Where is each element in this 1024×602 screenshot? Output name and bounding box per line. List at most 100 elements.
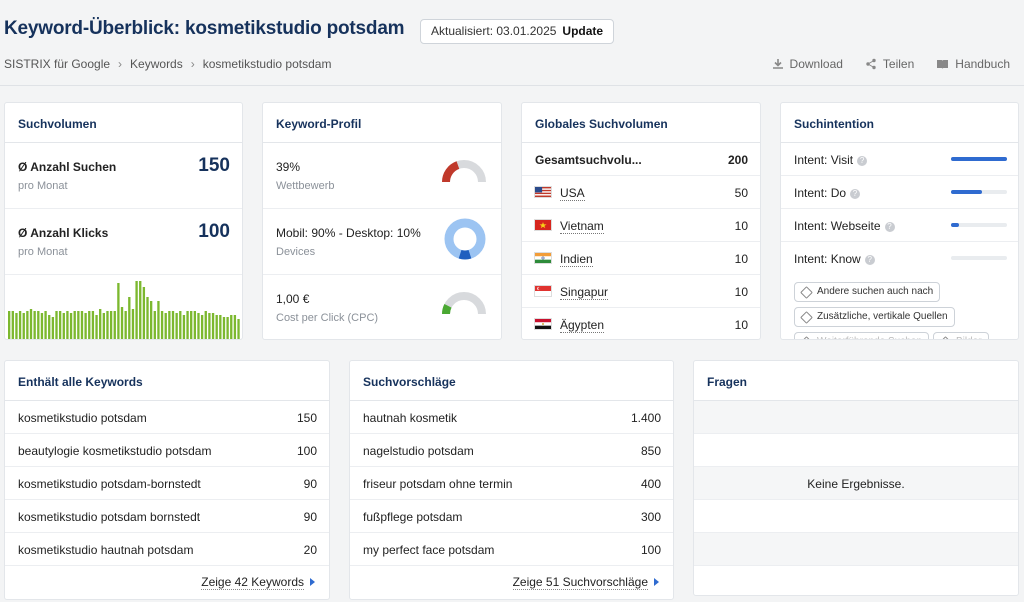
usa-flag-icon <box>534 186 552 198</box>
suggestions-card: Suchvorschläge hautnah kosmetik 1.400 nag… <box>349 360 674 600</box>
empty-row: Keine Ergebnisse. <box>694 467 1018 500</box>
country-row[interactable]: Vietnam 10 <box>522 209 760 242</box>
intent-label-text: Intent: Visit <box>794 153 854 167</box>
history-bar <box>171 311 175 339</box>
search-volume-card: Suchvolumen Ø Anzahl Suchen pro Monat 15… <box>4 102 243 340</box>
header-actions: Download Teilen Handbuch <box>772 57 1010 71</box>
suggestion-row[interactable]: friseur potsdam ohne termin 400 <box>350 467 673 500</box>
country-name: Vietnam <box>560 219 604 234</box>
no-results-text: Keine Ergebnisse. <box>807 477 905 491</box>
country-value: 10 <box>734 219 748 233</box>
share-button[interactable]: Teilen <box>865 57 914 71</box>
intent-label-text: Intent: Webseite <box>794 219 881 233</box>
competition-gauge-fill <box>442 161 460 183</box>
clicks-value: 100 <box>198 221 230 242</box>
history-bar <box>208 313 211 339</box>
help-icon[interactable]: ? <box>857 155 868 166</box>
history-bar <box>84 313 87 339</box>
help-icon[interactable]: ? <box>884 221 895 232</box>
keyword-row[interactable]: kosmetikstudio potsdam 150 <box>5 401 329 434</box>
keyword-row[interactable]: kosmetikstudio potsdam bornstedt 90 <box>5 500 329 533</box>
keyword-text: kosmetikstudio hautnah potsdam <box>18 543 194 557</box>
vietnam-flag-icon <box>534 219 552 231</box>
suggestion-row[interactable]: hautnah kosmetik 1.400 <box>350 401 673 434</box>
arrow-right-icon <box>654 578 659 586</box>
download-label: Download <box>789 57 843 71</box>
keyword-volume: 90 <box>303 510 317 524</box>
history-bar <box>109 311 113 339</box>
download-button[interactable]: Download <box>772 57 843 71</box>
cpc-value: 1,00 € <box>276 292 310 306</box>
competition-label: Wettbewerb <box>276 180 335 192</box>
history-bar <box>219 315 222 339</box>
show-more-suggestions-link[interactable]: Zeige 51 Suchvorschläge <box>512 575 659 590</box>
suggestion-text: nagelstudio potsdam <box>363 444 474 458</box>
show-more-keywords-link[interactable]: Zeige 42 Keywords <box>201 575 315 590</box>
clicks-sub: pro Monat <box>18 246 68 258</box>
updated-badge: Aktualisiert: 03.01.2025 Update <box>420 19 615 44</box>
intent-bar-fill <box>951 157 1007 161</box>
manual-button[interactable]: Handbuch <box>936 57 1010 71</box>
suggestion-row[interactable]: fußpflege potsdam 300 <box>350 500 673 533</box>
history-bar <box>168 311 171 339</box>
keyword-row[interactable]: beautylogie kosmetikstudio potsdam 100 <box>5 434 329 467</box>
breadcrumb-item-sistrix[interactable]: SISTRIX für Google <box>4 57 111 71</box>
share-icon <box>866 58 876 70</box>
suggestion-row[interactable]: nagelstudio potsdam 850 <box>350 434 673 467</box>
questions-card: Fragen Keine Ergebnisse. <box>693 360 1019 596</box>
share-label: Teilen <box>882 57 915 71</box>
breadcrumb-item-keywords[interactable]: Keywords <box>130 57 183 71</box>
history-bar <box>146 297 149 339</box>
history-bar <box>102 313 105 339</box>
suggestion-volume: 1.400 <box>630 411 661 425</box>
history-bar <box>120 307 124 339</box>
intent-label: Intent: Webseite? <box>794 219 895 233</box>
keyword-row[interactable]: kosmetikstudio hautnah potsdam 20 <box>5 533 329 566</box>
history-bar <box>48 315 51 339</box>
chip-vertical-sources[interactable]: Zusätzliche, vertikale Quellen <box>794 307 955 327</box>
history-bar <box>139 281 142 339</box>
keyword-row[interactable]: kosmetikstudio potsdam-bornstedt 90 <box>5 467 329 500</box>
intent-bar <box>951 223 1007 227</box>
competition-row: 39% Wettbewerb <box>263 143 501 209</box>
suggestion-text: hautnah kosmetik <box>363 411 458 425</box>
update-button[interactable]: Update <box>562 24 604 38</box>
intent-row: Intent: Know? <box>781 242 1018 275</box>
keyword-text: beautylogie kosmetikstudio potsdam <box>18 444 212 458</box>
breadcrumb-separator: › <box>118 57 123 71</box>
help-icon[interactable]: ? <box>850 188 861 199</box>
suggestion-volume: 300 <box>640 510 661 524</box>
chip-images[interactable]: Bilder <box>933 332 989 339</box>
keyword-volume: 20 <box>303 543 317 557</box>
help-icon[interactable]: ? <box>864 254 875 265</box>
country-row[interactable]: Ägypten 10 <box>522 308 760 339</box>
history-bar <box>80 311 84 339</box>
history-bar <box>91 311 95 339</box>
search-volume-history-chart <box>8 281 240 339</box>
history-bar <box>58 311 62 339</box>
searches-row: Ø Anzahl Suchen pro Monat 150 <box>5 143 242 209</box>
country-value: 10 <box>734 252 748 266</box>
country-value: 50 <box>734 186 748 200</box>
history-bar <box>11 311 14 339</box>
history-bar <box>15 313 18 339</box>
suggestion-volume: 100 <box>640 543 661 557</box>
history-bar <box>230 315 233 339</box>
history-bar <box>113 311 116 339</box>
breadcrumb-separator: › <box>190 57 195 71</box>
suggestion-row[interactable]: my perfect face potsdam 100 <box>350 533 673 566</box>
show-more-keywords-label: Zeige 42 Keywords <box>201 575 304 590</box>
history-bar <box>211 313 215 339</box>
country-row[interactable]: Singapur 10 <box>522 275 760 308</box>
country-row[interactable]: USA 50 <box>522 176 760 209</box>
chip-related-searches[interactable]: Andere suchen auch nach <box>794 282 941 302</box>
intent-row: Intent: Do? <box>781 176 1018 209</box>
country-name: USA <box>560 186 585 201</box>
competition-value: 39% <box>276 160 301 174</box>
show-more-suggestions-label: Zeige 51 Suchvorschläge <box>512 575 648 590</box>
history-bar <box>106 311 109 339</box>
history-bar <box>18 311 22 339</box>
history-bar <box>62 313 65 339</box>
country-row[interactable]: Indien 10 <box>522 242 760 275</box>
chip-further-searches[interactable]: Weiterführende Suchen <box>794 332 929 339</box>
